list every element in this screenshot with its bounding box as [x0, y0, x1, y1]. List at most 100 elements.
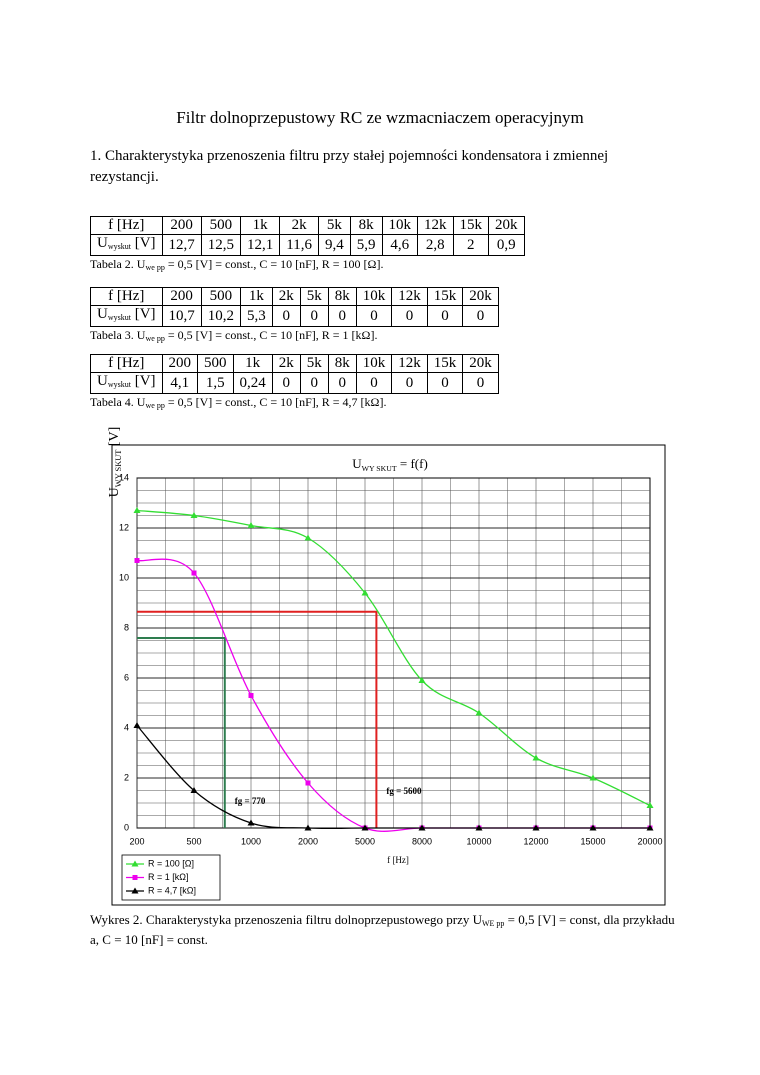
value-cell: 0	[391, 305, 428, 327]
legend-label: R = 100 [Ω]	[148, 858, 194, 868]
value-cell: 0	[355, 372, 393, 394]
data-table: f [Hz] 200 500 1k 2k 5k 8k 10k 12k 15k 20k Uwyskut …	[90, 216, 525, 256]
legend-marker	[132, 875, 138, 880]
value-cell: 5,9	[349, 234, 383, 256]
data-point	[589, 774, 597, 781]
data-point	[532, 754, 540, 761]
caption-text: = 0,5 [V] = const., C = 10 [nF], R = 4,7…	[164, 395, 387, 409]
value-cell: 4,1	[161, 372, 199, 394]
y-axis-label-rest: [V]	[107, 427, 122, 450]
caption-text: = 0,5 [V] = const, dla przykładu a, C = …	[90, 912, 675, 947]
value-cell: 9,4	[318, 234, 351, 256]
table-row: Uwyskut [V] 10,7 10,2 5,3 0 0 0 0 0 0 0	[90, 305, 499, 327]
y-axis-label: UWY SKUT [V]	[107, 427, 123, 498]
row-label: [V]	[130, 235, 156, 251]
value-cell: 11,6	[279, 234, 319, 256]
header-cell: 20k	[462, 354, 499, 373]
header-cell: f [Hz]	[90, 354, 163, 373]
y-axis-label-sub: WY SKUT	[114, 450, 123, 488]
caption-text: = 0,5 [V] = const., C = 10 [nF], R = 100…	[164, 257, 384, 271]
reference-line	[137, 637, 226, 828]
value-cell: 0	[462, 305, 499, 327]
doc-title: Filtr dolnoprzepustowy RC ze wzmacniacze…	[176, 108, 584, 127]
caption-text: Tabela 4. U	[90, 395, 146, 409]
y-tick-label: 8	[124, 622, 129, 632]
row-label: U	[97, 235, 108, 251]
value-cell: 0,9	[488, 234, 525, 256]
value-cell: 2	[452, 234, 489, 256]
header-cell: 15k	[426, 354, 464, 373]
value-cell: 0,24	[232, 372, 273, 394]
data-point	[247, 522, 255, 528]
legend-label: R = 1 [kΩ]	[148, 872, 189, 882]
y-tick-label: 0	[124, 822, 129, 832]
table-row: f [Hz] 200 500 1k 2k 5k 8k 10k 12k 15k 20k	[90, 216, 525, 235]
data-point	[247, 819, 255, 826]
table-row: f [Hz] 200 500 1k 2k 5k 8k 10k 12k 15k 20k	[90, 354, 499, 373]
caption-text: = 0,5 [V] = const., C = 10 [nF], R = 1 […	[164, 328, 378, 342]
intro-text: 1. Charakterystyka przenoszenia filtru p…	[90, 148, 609, 185]
header-cell: 2k	[279, 216, 319, 235]
table-row: f [Hz] 200 500 1k 2k 5k 8k 10k 12k 15k 20k	[90, 287, 499, 306]
header-cell: 200	[161, 354, 199, 373]
caption-sub: we pp	[145, 334, 165, 343]
header-cell: 8k	[349, 216, 383, 235]
header-cell: 500	[200, 287, 242, 306]
y-tick-label: 4	[124, 722, 129, 732]
x-tick-label: 12000	[523, 836, 548, 846]
data-point	[305, 780, 311, 786]
legend-label: R = 4,7 [kΩ]	[148, 885, 196, 895]
y-tick-label: 12	[119, 522, 129, 532]
value-cell: 5,3	[240, 305, 273, 327]
value-cell: 12,5	[200, 234, 242, 256]
row-label: U	[97, 306, 108, 322]
data-point	[134, 558, 140, 563]
chart: 0 2 4 6 8 10 12 14 200 500 1000 2000 5000 8000 10000 12…	[107, 427, 666, 906]
y-tick-label: 2	[124, 772, 129, 782]
legend-marker	[131, 860, 139, 867]
y-tick-label: 14	[119, 472, 129, 482]
data-point	[190, 787, 198, 793]
data-point	[418, 824, 426, 831]
header-cell: 500	[200, 216, 242, 235]
header-cell: 8k	[327, 287, 357, 306]
value-cell: 10,7	[161, 305, 202, 327]
x-tick-label: 5000	[355, 836, 375, 846]
x-tick-label: 15000	[580, 836, 605, 846]
header-cell: 12k	[391, 354, 428, 373]
table-block: f [Hz] 200 500 1k 2k 5k 8k 10k 12k 15k 20k Uwyskut …	[90, 287, 499, 343]
header-cell: 1k	[232, 354, 273, 373]
row-label-cell: Uwyskut [V]	[90, 372, 163, 394]
y-axis-label-main: U	[107, 487, 122, 497]
caption-sub: we pp	[145, 263, 165, 272]
data-point	[248, 693, 254, 698]
table-block: f [Hz] 200 500 1k 2k 5k 8k 10k 12k 15k 20k Uwyskut …	[90, 354, 499, 410]
data-point	[191, 570, 197, 576]
header-cell: 1k	[240, 287, 273, 306]
data-table: f [Hz] 200 500 1k 2k 5k 8k 10k 12k 15k 20k Uwyskut …	[90, 287, 499, 327]
table-row: Uwyskut [V] 4,1 1,5 0,24 0 0 0 0 0 0 0	[90, 372, 499, 394]
row-label-sub: wyskut	[107, 380, 131, 389]
header-cell: 2k	[271, 354, 301, 373]
data-point	[190, 512, 198, 518]
header-cell: 10k	[355, 354, 393, 373]
x-tick-label: 2000	[298, 836, 318, 846]
data-point	[361, 589, 369, 596]
reference-line	[137, 610, 378, 828]
chart-title-main: U	[352, 456, 362, 471]
data-point	[418, 677, 426, 683]
data-point	[532, 824, 540, 831]
row-label: [V]	[130, 373, 156, 389]
header-cell: 5k	[299, 354, 329, 373]
header-cell: 2k	[271, 287, 301, 306]
value-cell: 0	[327, 372, 357, 394]
table-caption: Tabela 4. Uwe pp = 0,5 [V] = const., C =…	[90, 395, 499, 410]
value-cell: 0	[299, 305, 329, 327]
legend-marker	[131, 887, 139, 894]
row-label-sub: wyskut	[107, 242, 131, 251]
series-line	[136, 725, 650, 830]
value-cell: 0	[462, 372, 499, 394]
x-tick-label: 8000	[412, 836, 432, 846]
y-tick-label: 10	[119, 572, 129, 582]
